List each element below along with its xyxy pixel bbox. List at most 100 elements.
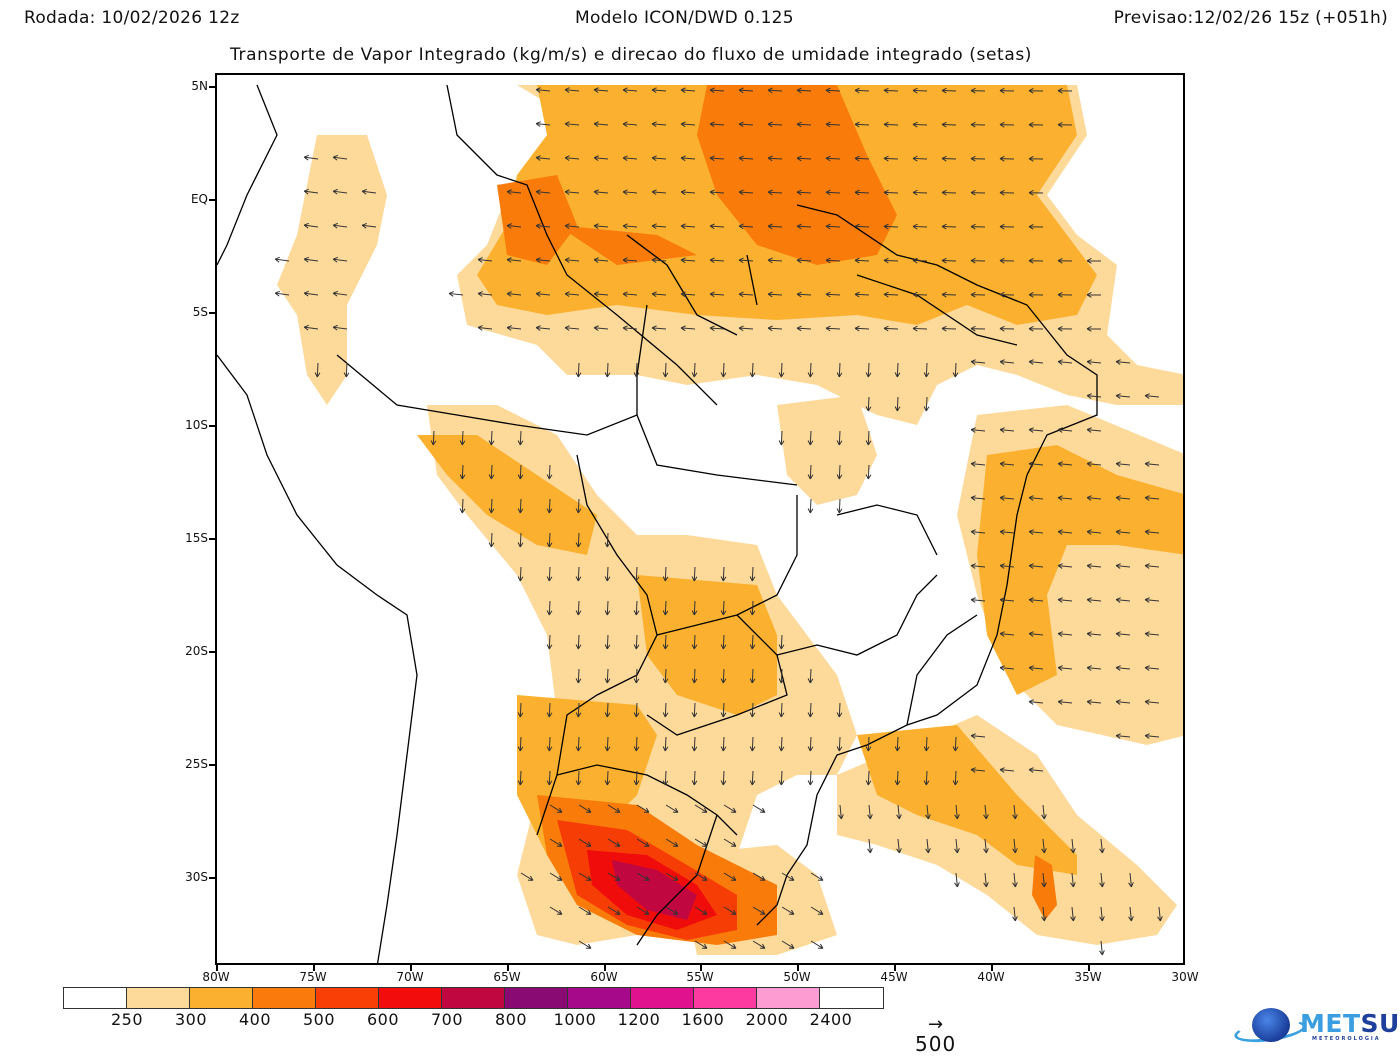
flux-arrow-icon <box>506 223 522 229</box>
flux-arrow-icon <box>488 532 495 548</box>
flux-arrow-icon <box>970 461 986 467</box>
flux-arrow-icon <box>314 362 321 378</box>
reference-vector-value: 500 <box>915 1032 957 1056</box>
flux-arrow-icon <box>633 566 640 582</box>
flux-arrow-icon <box>535 87 551 93</box>
flux-arrow-icon <box>796 155 812 162</box>
flux-arrow-icon <box>651 291 667 298</box>
flux-arrow-icon <box>680 87 696 94</box>
flux-arrow-icon <box>564 291 580 297</box>
flux-arrow-icon <box>796 291 812 298</box>
flux-arrow-icon <box>796 87 812 94</box>
lon-label-60w: 60W <box>590 970 618 984</box>
flux-arrow-icon <box>983 804 989 820</box>
flux-arrow-icon <box>604 566 611 582</box>
flux-arrow-icon <box>506 257 522 263</box>
flux-arrow-icon <box>1086 258 1102 264</box>
flux-arrow-icon <box>578 940 592 949</box>
flux-arrow-icon <box>952 362 959 378</box>
flux-arrow-icon <box>535 121 551 127</box>
flux-arrow-icon <box>709 325 725 332</box>
lat-tick <box>209 425 215 427</box>
flux-arrow-icon <box>1128 872 1134 888</box>
flux-arrow-icon <box>854 291 870 298</box>
flux-arrow-icon <box>604 668 611 684</box>
flux-arrow-icon <box>691 702 698 718</box>
flux-arrow-icon <box>1028 189 1044 196</box>
flux-arrow-icon <box>999 461 1015 467</box>
flux-arrow-icon <box>1144 597 1160 603</box>
lon-label-70w: 70W <box>396 970 424 984</box>
model-label: Modelo ICON/DWD 0.125 <box>575 8 794 28</box>
lat-label-15s: 15S <box>185 531 208 545</box>
flux-arrow-icon <box>665 838 679 847</box>
flux-arrow-icon <box>723 838 737 847</box>
flux-arrow-icon <box>1028 563 1044 569</box>
flux-arrow-icon <box>865 736 872 752</box>
flux-arrow-icon <box>604 634 611 650</box>
lon-tick <box>507 965 509 971</box>
flux-arrow-icon <box>778 668 785 684</box>
flux-arrow-icon <box>738 257 754 264</box>
flux-arrow-icon <box>546 532 553 548</box>
lon-label-80w: 80W <box>202 970 230 984</box>
flux-arrow-icon <box>578 838 592 847</box>
flux-arrow-icon <box>941 155 957 162</box>
flux-arrow-icon <box>517 498 524 514</box>
flux-arrow-icon <box>633 770 640 786</box>
flux-arrow-icon <box>517 566 524 582</box>
flux-arrow-icon <box>825 223 841 230</box>
flux-arrow-icon <box>1028 767 1044 773</box>
flux-arrow-icon <box>867 838 873 854</box>
flux-arrow-icon <box>622 223 638 229</box>
flux-arrow-icon <box>825 291 841 298</box>
flux-arrow-icon <box>1144 563 1160 569</box>
flux-arrow-icon <box>1115 563 1131 569</box>
flux-arrow-icon <box>836 430 843 446</box>
flux-arrow-icon <box>825 325 841 332</box>
flux-arrow-icon <box>923 770 930 786</box>
flux-arrow-icon <box>575 362 582 378</box>
flux-arrow-icon <box>1012 804 1018 820</box>
lat-tick <box>209 651 215 653</box>
flux-arrow-icon <box>680 291 696 298</box>
flux-arrow-icon <box>564 189 580 195</box>
flux-arrow-icon <box>738 291 754 298</box>
flux-arrow-icon <box>1028 461 1044 467</box>
flux-arrow-icon <box>738 155 754 162</box>
flux-arrow-icon <box>1057 427 1073 433</box>
flux-arrow-icon <box>778 770 785 786</box>
flux-arrow-icon <box>1041 872 1047 888</box>
flux-arrow-icon <box>999 291 1015 298</box>
lat-tick <box>209 538 215 540</box>
flux-arrow-icon <box>622 87 638 93</box>
flux-arrow-icon <box>546 600 553 616</box>
flux-arrow-icon <box>303 154 319 161</box>
flux-arrow-icon <box>970 529 986 535</box>
flux-arrow-icon <box>865 396 872 412</box>
flux-arrow-icon <box>593 257 609 263</box>
flux-arrow-icon <box>970 597 986 603</box>
flux-arrow-icon <box>1070 906 1076 922</box>
flux-arrow-icon <box>970 359 986 365</box>
flux-arrow-icon <box>970 733 986 739</box>
flux-arrow-icon <box>923 362 930 378</box>
flux-arrow-icon <box>332 290 348 297</box>
flux-arrow-icon <box>970 427 986 433</box>
flux-arrow-icon <box>633 362 640 378</box>
flux-arrow-icon <box>1041 804 1047 820</box>
flux-arrow-icon <box>912 257 928 264</box>
colorbar-segment <box>757 988 820 1008</box>
flux-arrow-icon <box>636 804 650 813</box>
lon-tick <box>894 965 896 971</box>
flux-arrow-icon <box>622 121 638 127</box>
flux-arrow-icon <box>709 291 725 298</box>
flux-arrow-icon <box>749 770 756 786</box>
flux-arrow-icon <box>983 872 989 888</box>
flux-arrow-icon <box>941 223 957 230</box>
flux-arrow-icon <box>999 155 1015 162</box>
flux-arrow-icon <box>1144 393 1160 399</box>
flux-arrow-icon <box>749 702 756 718</box>
lon-label-35w: 35W <box>1074 970 1102 984</box>
flux-arrow-icon <box>970 223 986 230</box>
